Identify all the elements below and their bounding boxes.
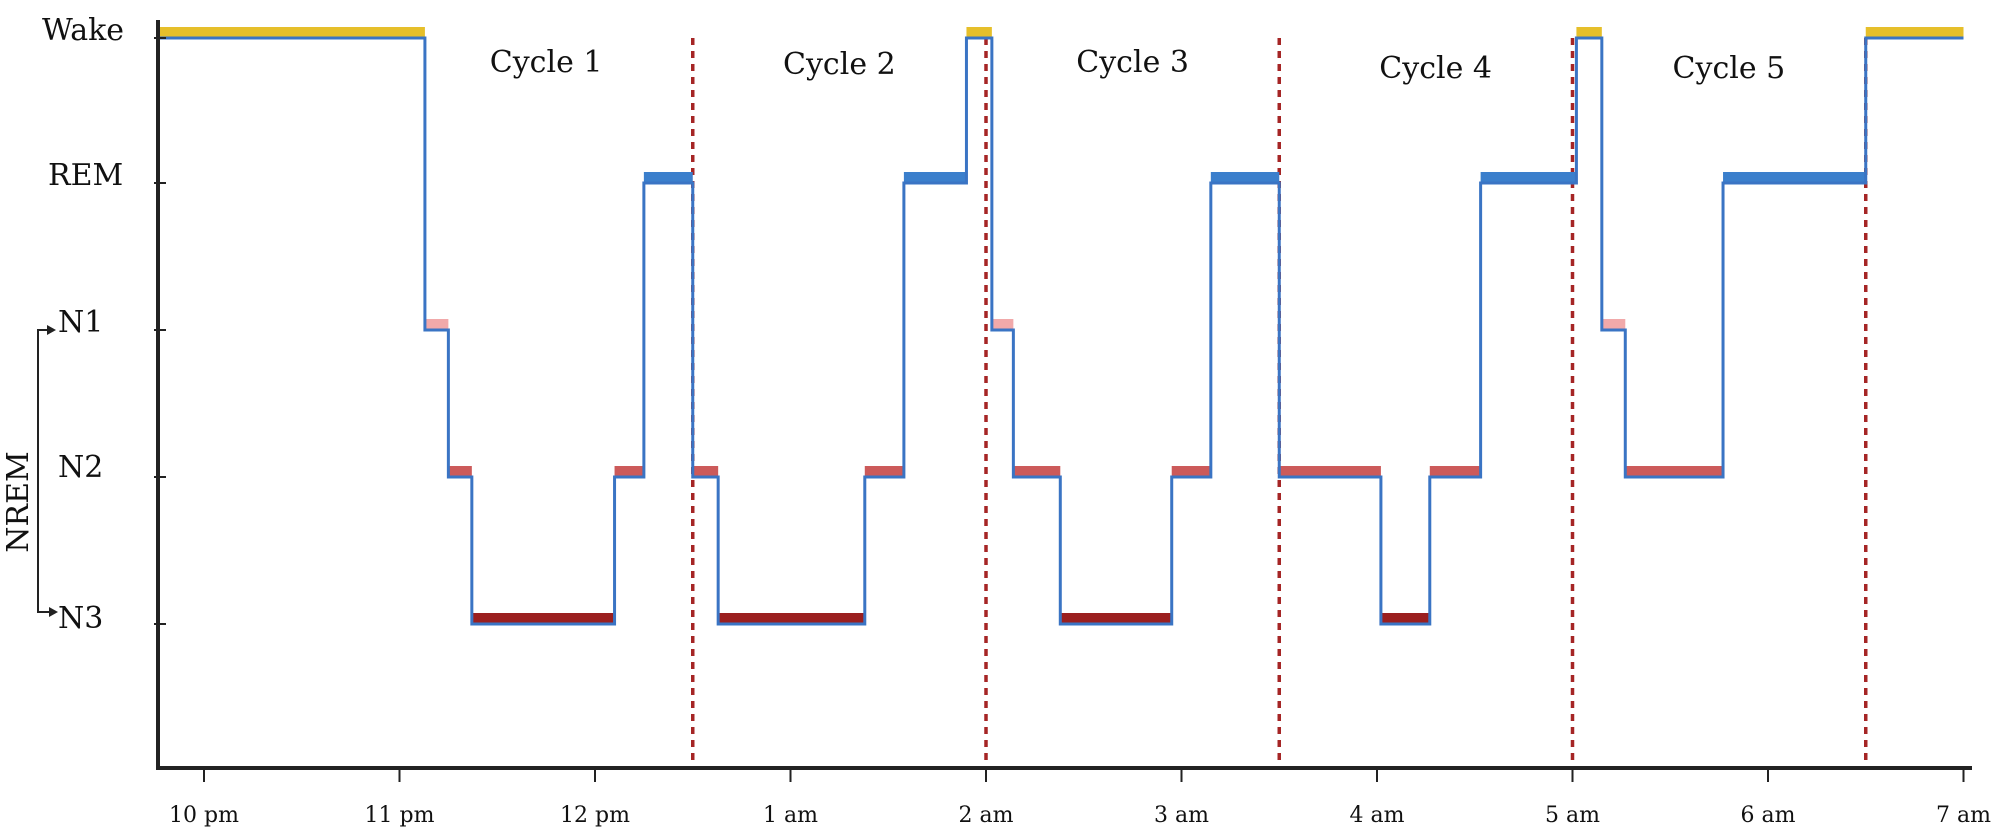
stage-bar-wake xyxy=(159,27,425,38)
x-tick-label: 12 pm xyxy=(560,803,630,828)
stage-bar-rem xyxy=(903,172,967,183)
cycle-label: Cycle 1 xyxy=(490,45,603,80)
cycle-label: Cycle 5 xyxy=(1673,51,1786,86)
stage-bar-wake xyxy=(1576,27,1602,38)
y-tick-label-n1: N1 xyxy=(58,305,103,340)
nrem-arrow-head-top xyxy=(47,325,56,335)
nrem-bracket xyxy=(37,329,52,613)
cycle-label: Cycle 4 xyxy=(1379,51,1492,86)
stage-bar-n2 xyxy=(614,466,644,477)
stage-bar-rem xyxy=(1723,172,1866,183)
stage-bar-rem xyxy=(1210,172,1280,183)
cycle-label: Cycle 3 xyxy=(1076,45,1189,80)
stage-bar-n2 xyxy=(864,466,904,477)
x-tick-label: 2 am xyxy=(959,803,1014,828)
stage-bar-wake xyxy=(1865,27,1964,38)
stage-bar-n2 xyxy=(1429,466,1481,477)
cycle-label: Cycle 2 xyxy=(783,47,896,82)
labels: Wake REM N1 N2 N3 NREM 10 pm 11 pm 12 pm 1 am 2 am… xyxy=(1,13,1991,828)
stage-bars xyxy=(159,27,1964,624)
y-tick-label-n3: N3 xyxy=(58,601,103,636)
stage-bar-rem xyxy=(1480,172,1577,183)
stage-bar-rem xyxy=(643,172,693,183)
x-tick-label: 11 pm xyxy=(365,803,435,828)
x-tick-label: 3 am xyxy=(1154,803,1209,828)
y-tick-label-n2: N2 xyxy=(58,450,103,485)
stage-bar-n1 xyxy=(424,319,449,330)
x-tick-label: 5 am xyxy=(1545,803,1600,828)
stage-bar-n2 xyxy=(692,466,719,477)
x-tick-label: 7 am xyxy=(1936,803,1991,828)
stage-bar-n2 xyxy=(1625,466,1724,477)
y-tick-label-wake: Wake xyxy=(42,13,124,48)
x-tick-label: 4 am xyxy=(1350,803,1405,828)
stage-bar-n1 xyxy=(991,319,1014,330)
stage-bar-n2 xyxy=(448,466,472,477)
stage-bar-n3 xyxy=(471,613,615,624)
nrem-label: NREM xyxy=(1,451,36,552)
nrem-arrow-head-bottom xyxy=(49,607,58,617)
hypnogram-line-group xyxy=(159,36,1964,626)
stage-bar-n3 xyxy=(1060,613,1172,624)
axes xyxy=(37,20,1972,782)
hypnogram-line xyxy=(159,36,1964,626)
stage-bar-n2 xyxy=(1279,466,1381,477)
stage-bar-n1 xyxy=(1601,319,1626,330)
stage-bar-wake xyxy=(966,27,992,38)
x-tick-label: 1 am xyxy=(763,803,818,828)
stage-bar-n2 xyxy=(1013,466,1061,477)
stage-bar-n3 xyxy=(718,613,865,624)
stage-bar-n3 xyxy=(1380,613,1430,624)
y-tick-label-rem: REM xyxy=(48,158,123,193)
x-tick-label: 6 am xyxy=(1741,803,1796,828)
x-tick-label: 10 pm xyxy=(169,803,239,828)
stage-bar-n2 xyxy=(1171,466,1211,477)
